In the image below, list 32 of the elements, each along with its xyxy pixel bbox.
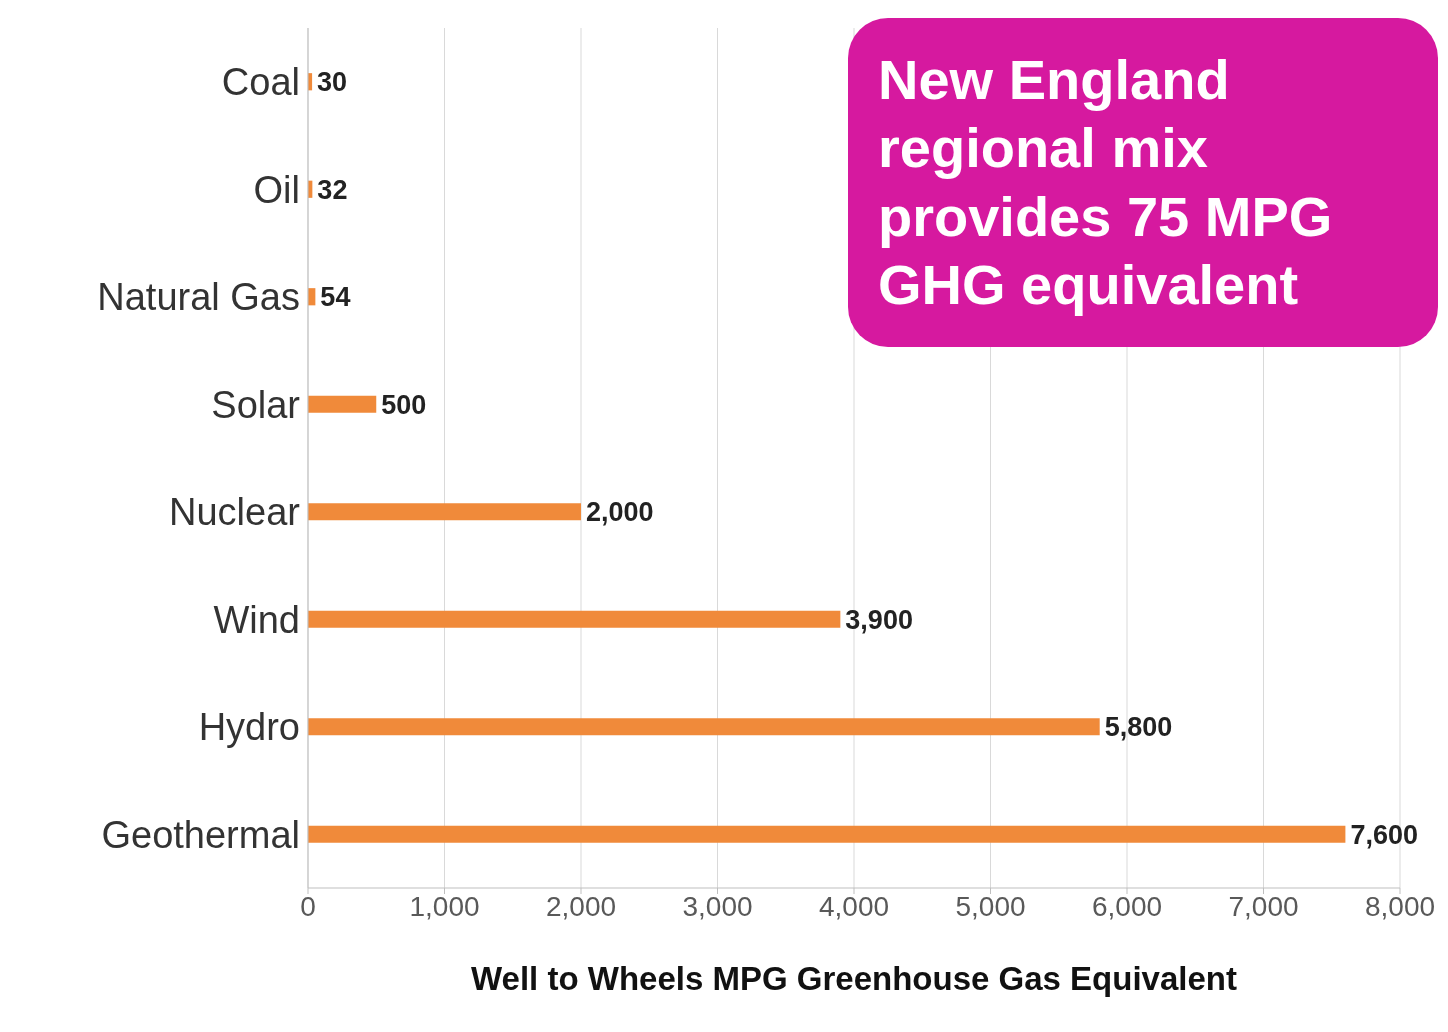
y-tick-label: Wind: [213, 598, 300, 641]
bar: [308, 825, 1346, 843]
bar: [308, 395, 377, 413]
y-tick-label: Nuclear: [169, 491, 301, 534]
data-label: 32: [317, 174, 348, 205]
data-label: 5,800: [1104, 712, 1173, 743]
data-label: 30: [317, 67, 348, 98]
data-label: 500: [381, 389, 427, 420]
bar: [308, 610, 841, 628]
x-tick-label: 1,000: [409, 890, 480, 922]
x-tick-label: 6,000: [1091, 890, 1163, 922]
data-label: 7,600: [1350, 819, 1418, 850]
x-tick-label: 2,000: [545, 890, 617, 922]
bar: [308, 503, 581, 521]
y-tick-label: Hydro: [198, 706, 300, 749]
x-tick-label: 7,000: [1228, 890, 1299, 922]
bar: [308, 718, 1100, 736]
y-tick-label: Geothermal: [101, 813, 300, 856]
x-tick-label: 3,000: [682, 890, 753, 922]
x-axis-title: Well to Wheels MPG Greenhouse Gas Equivalent: [471, 960, 1237, 997]
data-label: 54: [320, 282, 351, 313]
y-tick-label: Oil: [253, 168, 300, 211]
x-tick-label: 8,000: [1364, 890, 1436, 922]
data-label: 2,000: [586, 497, 654, 528]
x-tick-label: 5,000: [955, 890, 1026, 922]
x-tick-label: 0: [300, 890, 316, 922]
y-tick-label: Coal: [221, 61, 300, 104]
y-tick-label: Natural Gas: [97, 276, 300, 319]
y-tick-label: Solar: [211, 383, 301, 426]
x-tick-label: 4,000: [818, 890, 890, 922]
annotation: New England regional mix provides 75 MPG GHG equivalent: [848, 18, 1438, 348]
data-label: 3,900: [845, 604, 913, 635]
